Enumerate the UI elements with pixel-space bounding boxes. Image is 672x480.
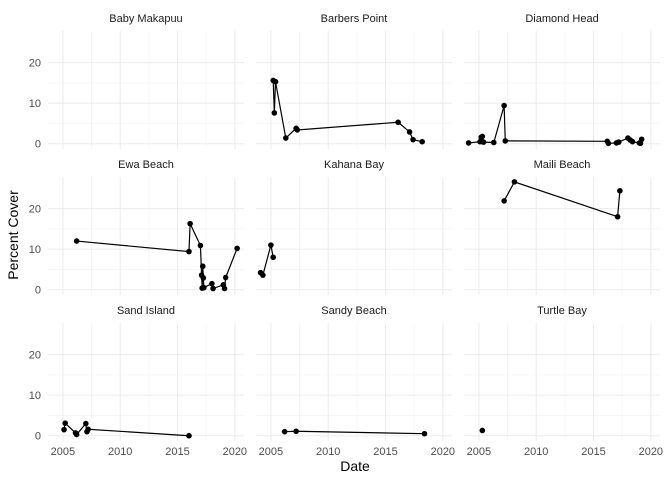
data-point bbox=[638, 136, 645, 143]
data-point bbox=[260, 272, 266, 278]
facet-strip-label: Kahana Bay bbox=[324, 159, 384, 171]
y-tick-label: 20 bbox=[29, 350, 41, 362]
y-tick-label: 10 bbox=[29, 98, 41, 110]
data-point bbox=[617, 187, 623, 194]
data-point bbox=[479, 133, 486, 140]
x-tick-label: 2020 bbox=[431, 446, 455, 458]
series-line bbox=[63, 421, 190, 437]
facet-strip-label: Diamond Head bbox=[525, 13, 598, 25]
data-point bbox=[210, 285, 216, 292]
data-point bbox=[406, 129, 413, 135]
y-tick-label: 0 bbox=[35, 431, 41, 443]
x-tick-label: 2015 bbox=[581, 446, 605, 458]
data-point bbox=[73, 238, 80, 244]
data-point bbox=[186, 248, 192, 255]
series-line bbox=[284, 430, 425, 435]
data-point bbox=[410, 136, 416, 143]
data-point bbox=[283, 135, 289, 141]
x-tick-label: 2010 bbox=[524, 446, 548, 458]
x-tick-label: 2020 bbox=[639, 446, 663, 458]
series-line bbox=[468, 105, 643, 145]
data-point bbox=[480, 139, 487, 145]
x-axis-title: Date bbox=[340, 458, 370, 474]
series-line bbox=[272, 80, 423, 143]
data-point bbox=[293, 428, 299, 435]
data-point bbox=[268, 242, 274, 248]
y-tick-label: 0 bbox=[35, 285, 41, 297]
data-point bbox=[221, 285, 228, 292]
y-tick-label: 10 bbox=[29, 244, 41, 256]
data-point bbox=[465, 140, 472, 146]
facet-panel: Baby Makapuu bbox=[48, 13, 244, 149]
x-tick-label: 2010 bbox=[108, 446, 132, 458]
data-point bbox=[421, 430, 428, 437]
data-point bbox=[281, 428, 288, 435]
x-tick-label: 2015 bbox=[373, 446, 397, 458]
data-point bbox=[491, 139, 497, 146]
facet-panel: Kahana Bay bbox=[256, 159, 452, 295]
facet-strip-label: Turtle Bay bbox=[537, 305, 587, 317]
facet-panel: Sandy Beach bbox=[256, 305, 452, 441]
facet-panel: Barbers Point bbox=[256, 13, 452, 149]
data-point bbox=[61, 426, 67, 433]
data-point bbox=[187, 220, 193, 227]
facet-panel: Maili Beach bbox=[464, 159, 660, 295]
data-point bbox=[272, 78, 279, 85]
y-tick-label: 20 bbox=[29, 204, 41, 216]
data-point bbox=[614, 213, 621, 220]
x-tick-label: 2020 bbox=[223, 446, 247, 458]
data-point bbox=[200, 275, 207, 281]
data-point bbox=[419, 138, 426, 145]
facet-strip-label: Sand Island bbox=[117, 305, 175, 317]
x-tick-label: 2005 bbox=[259, 446, 283, 458]
facet-panel: Diamond Head bbox=[464, 13, 660, 149]
data-point bbox=[201, 284, 207, 291]
series-line bbox=[76, 223, 238, 290]
facet-strip-label: Barbers Point bbox=[321, 13, 388, 25]
facet-strip-label: Baby Makapuu bbox=[109, 13, 182, 25]
data-point bbox=[271, 110, 278, 116]
x-tick-label: 2005 bbox=[51, 446, 75, 458]
data-point bbox=[501, 198, 507, 204]
data-point bbox=[186, 432, 192, 439]
facet-strip-label: Sandy Beach bbox=[321, 305, 386, 317]
data-point bbox=[234, 245, 240, 252]
data-point bbox=[395, 119, 401, 126]
x-tick-label: 2015 bbox=[165, 446, 189, 458]
data-point bbox=[83, 420, 89, 427]
data-point bbox=[62, 420, 68, 426]
data-point bbox=[209, 280, 215, 287]
data-point bbox=[615, 139, 622, 145]
x-tick-label: 2005 bbox=[467, 446, 491, 458]
data-point bbox=[85, 426, 91, 433]
facet-panel: Ewa Beach bbox=[48, 159, 244, 295]
x-tick-labels: 2005 2010 2015 2020 2005 2010 2015 2020 2005 2010… bbox=[51, 446, 663, 458]
data-point bbox=[629, 138, 636, 145]
data-point bbox=[501, 102, 507, 109]
series-line bbox=[503, 181, 621, 218]
y-axis-title: Percent Cover bbox=[5, 190, 21, 280]
x-tick-label: 2010 bbox=[316, 446, 340, 458]
facet-panel: Turtle Bay bbox=[464, 305, 660, 441]
data-point bbox=[502, 138, 509, 144]
data-point bbox=[197, 242, 204, 249]
facet-strip-label: Maili Beach bbox=[534, 159, 591, 171]
y-tick-label: 20 bbox=[29, 58, 41, 70]
facet-strip-label: Ewa Beach bbox=[118, 159, 174, 171]
data-point bbox=[73, 431, 80, 438]
y-tick-labels: 0 10 20 0 10 20 0 10 20 bbox=[29, 58, 41, 443]
facet-panels: Baby Makapuu Barbers Point Diamond Head Ewa… bbox=[48, 13, 660, 441]
data-point bbox=[222, 274, 229, 281]
data-point bbox=[511, 179, 518, 185]
data-point bbox=[294, 127, 301, 133]
facet-panel: Sand Island bbox=[48, 305, 244, 441]
data-point bbox=[270, 254, 276, 261]
y-tick-label: 0 bbox=[35, 139, 41, 151]
y-tick-label: 10 bbox=[29, 390, 41, 402]
data-point bbox=[605, 140, 612, 147]
data-point bbox=[199, 263, 206, 270]
data-point bbox=[479, 427, 486, 434]
